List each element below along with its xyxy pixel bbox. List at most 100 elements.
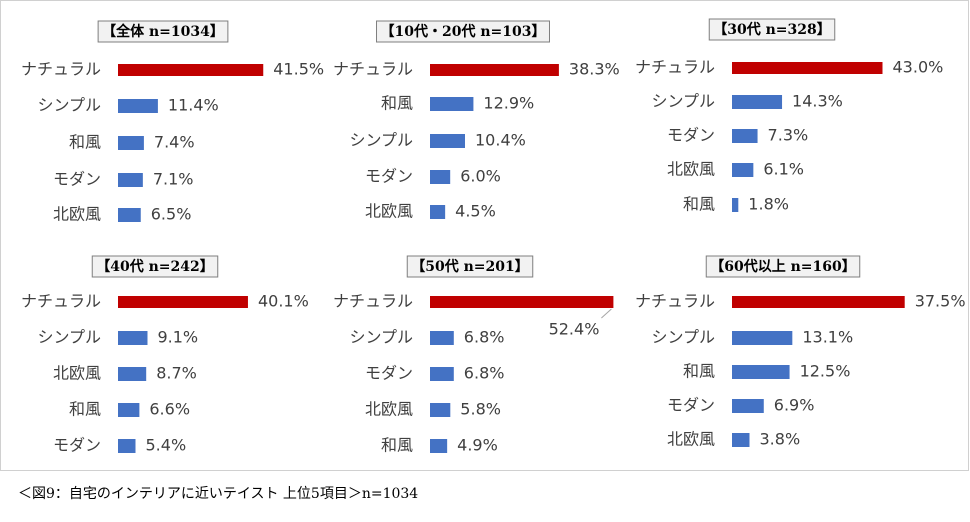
value-label: 5.4% <box>146 436 187 455</box>
title-box <box>91 255 219 278</box>
value-label: 6.9% <box>774 396 815 415</box>
value-label: 40.1% <box>258 292 309 311</box>
category-label: シンプル <box>349 131 413 150</box>
value-label: 14.3% <box>792 92 843 111</box>
category-label: 和風 <box>683 195 715 214</box>
value-label: 1.8% <box>748 195 789 214</box>
category-label: 北欧風 <box>667 160 715 179</box>
category-label: 北欧風 <box>365 400 413 419</box>
bar <box>732 62 883 74</box>
chart-title: 【40代 n=242】 <box>96 258 214 275</box>
category-label: モダン <box>667 126 715 145</box>
bar <box>430 134 465 148</box>
bar <box>430 403 451 417</box>
bar <box>732 399 764 413</box>
value-label: 41.5% <box>273 60 324 79</box>
value-label: 4.5% <box>455 202 496 221</box>
category-label: ナチュラル <box>635 292 715 311</box>
bar <box>430 205 446 219</box>
category-label: 和風 <box>683 362 715 381</box>
value-label: 12.9% <box>483 94 534 113</box>
category-label: 北欧風 <box>53 205 101 224</box>
value-label: 9.1% <box>157 328 198 347</box>
value-label: 6.8% <box>464 328 505 347</box>
bar <box>732 163 754 177</box>
title-box <box>406 255 534 278</box>
bar <box>118 439 136 453</box>
category-label: 北欧風 <box>667 430 715 449</box>
category-label: 和風 <box>381 94 413 113</box>
category-label: モダン <box>53 170 101 189</box>
bar <box>732 129 758 143</box>
value-label: 6.6% <box>149 400 190 419</box>
bar <box>118 99 158 113</box>
category-label: モダン <box>667 396 715 415</box>
value-label: 13.1% <box>802 328 853 347</box>
title-box <box>705 255 861 278</box>
bar <box>430 170 451 184</box>
bar <box>430 97 474 111</box>
category-label: シンプル <box>349 328 413 347</box>
category-label: ナチュラル <box>635 58 715 77</box>
bar <box>732 198 739 212</box>
category-label: シンプル <box>37 96 101 115</box>
title-box <box>376 20 550 43</box>
category-label: シンプル <box>651 328 715 347</box>
chart-title: 【全体 n=1034】 <box>102 23 224 40</box>
category-label: 北欧風 <box>53 364 101 383</box>
chart-title: 【50代 n=201】 <box>411 258 529 275</box>
bar <box>118 208 141 222</box>
bar <box>118 136 144 150</box>
title-box <box>708 18 836 41</box>
bar <box>732 433 750 447</box>
category-label: シンプル <box>651 92 715 111</box>
category-label: ナチュラル <box>21 60 101 79</box>
value-label: 3.8% <box>760 430 801 449</box>
value-label: 8.7% <box>156 364 197 383</box>
value-label: 7.3% <box>768 126 809 145</box>
value-label: 6.1% <box>763 160 804 179</box>
bar <box>118 367 147 381</box>
value-label: 43.0% <box>893 58 944 77</box>
value-label: 6.8% <box>464 364 505 383</box>
bar <box>118 331 148 345</box>
category-label: モダン <box>365 167 413 186</box>
bar <box>118 173 143 187</box>
category-label: シンプル <box>37 328 101 347</box>
value-label: 6.5% <box>151 205 192 224</box>
bar <box>118 403 140 417</box>
category-label: ナチュラル <box>21 292 101 311</box>
frame <box>0 0 969 471</box>
value-label: 6.0% <box>460 167 501 186</box>
value-label: 10.4% <box>475 131 526 150</box>
category-label: 和風 <box>69 133 101 152</box>
value-label: 7.1% <box>153 170 194 189</box>
leader-line <box>601 308 612 319</box>
bar <box>430 296 614 308</box>
category-label: モダン <box>365 364 413 383</box>
title-box <box>97 20 229 43</box>
value-label: 52.4% <box>549 320 600 339</box>
value-label: 11.4% <box>168 96 219 115</box>
bar <box>732 331 793 345</box>
value-label: 38.3% <box>569 60 620 79</box>
bar <box>430 439 448 453</box>
value-label: 7.4% <box>154 133 195 152</box>
bar <box>118 64 264 76</box>
category-label: 和風 <box>381 436 413 455</box>
category-label: ナチュラル <box>333 292 413 311</box>
caption: ＜図9：自宅のインテリアに近いテイスト 上位5項目＞n=1034 <box>18 486 418 502</box>
chart-title: 【30代 n=328】 <box>713 21 831 38</box>
value-label: 4.9% <box>457 436 498 455</box>
bar <box>732 296 905 308</box>
chart-title: 【10代・20代 n=103】 <box>381 23 546 40</box>
chart-title: 【60代以上 n=160】 <box>710 258 856 275</box>
bar <box>430 64 559 76</box>
bar <box>732 95 783 109</box>
bar <box>118 296 248 308</box>
value-label: 12.5% <box>800 362 851 381</box>
bar <box>430 331 454 345</box>
category-label: 和風 <box>69 400 101 419</box>
category-label: 北欧風 <box>365 202 413 221</box>
